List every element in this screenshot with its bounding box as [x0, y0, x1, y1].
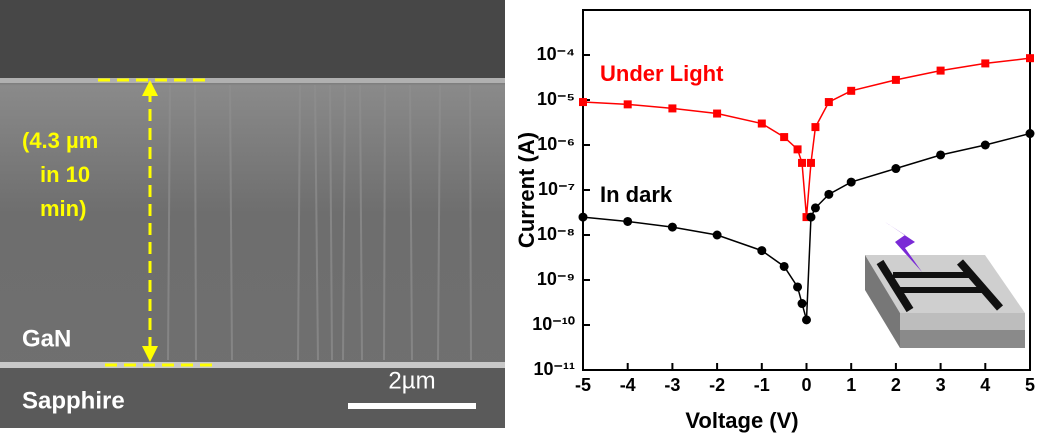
- marker: [757, 246, 766, 255]
- marker: [579, 98, 587, 106]
- marker: [758, 120, 766, 128]
- sem-surface: [0, 78, 505, 83]
- scale-bar: [348, 403, 476, 409]
- y-tick-label: 10⁻⁴: [537, 44, 575, 64]
- thickness-label: min): [40, 196, 86, 221]
- marker: [981, 59, 989, 67]
- layer-label: Sapphire: [22, 387, 125, 414]
- marker: [981, 141, 990, 150]
- x-tick-label: 4: [980, 375, 990, 395]
- marker: [847, 178, 856, 187]
- marker: [847, 87, 855, 95]
- marker: [891, 164, 900, 173]
- marker: [713, 231, 722, 240]
- marker: [668, 223, 677, 232]
- y-tick-label: 10⁻¹¹: [533, 359, 575, 379]
- marker: [780, 262, 789, 271]
- y-tick-label: 10⁻⁷: [538, 179, 575, 199]
- marker: [798, 299, 807, 308]
- marker: [1026, 129, 1035, 138]
- x-tick-label: 5: [1025, 375, 1035, 395]
- marker: [811, 203, 820, 212]
- y-tick-label: 10⁻⁸: [537, 224, 575, 244]
- marker: [892, 76, 900, 84]
- x-axis-label: Voltage (V): [685, 408, 798, 433]
- marker: [624, 100, 632, 108]
- sem-image: (4.3 µm in 10 min) GaN Sapphire 2µm: [0, 0, 505, 428]
- marker: [1026, 54, 1034, 62]
- marker: [936, 150, 945, 159]
- sem-top: [0, 0, 505, 80]
- marker: [937, 67, 945, 75]
- marker: [811, 123, 819, 131]
- y-tick-label: 10⁻¹⁰: [532, 314, 575, 334]
- x-tick-label: 0: [801, 375, 811, 395]
- y-tick-label: 10⁻⁹: [537, 269, 575, 289]
- marker: [623, 217, 632, 226]
- x-tick-label: -5: [575, 375, 591, 395]
- figure: (4.3 µm in 10 min) GaN Sapphire 2µm Volt…: [0, 0, 1037, 442]
- inset-device: [865, 222, 1025, 348]
- scale-bar-label: 2µm: [388, 367, 435, 394]
- marker: [824, 190, 833, 199]
- x-tick-label: 1: [846, 375, 856, 395]
- marker: [825, 98, 833, 106]
- x-tick-label: -2: [709, 375, 725, 395]
- marker: [668, 104, 676, 112]
- marker: [793, 282, 802, 291]
- marker: [794, 145, 802, 153]
- y-tick-label: 10⁻⁵: [537, 89, 575, 109]
- marker: [798, 159, 806, 167]
- marker: [579, 213, 588, 222]
- thickness-label: in 10: [40, 162, 90, 187]
- series-label: Under Light: [600, 61, 724, 86]
- x-tick-label: -4: [620, 375, 636, 395]
- marker: [807, 159, 815, 167]
- x-tick-label: 3: [936, 375, 946, 395]
- x-tick-label: -1: [754, 375, 770, 395]
- marker: [806, 213, 815, 222]
- y-tick-label: 10⁻⁶: [537, 134, 575, 154]
- x-tick-label: 2: [891, 375, 901, 395]
- x-tick-label: -3: [664, 375, 680, 395]
- marker: [713, 110, 721, 118]
- marker: [780, 133, 788, 141]
- layer-label: GaN: [22, 325, 71, 352]
- thickness-label: (4.3 µm: [22, 128, 98, 153]
- marker: [802, 315, 811, 324]
- y-axis-label: Current (A): [514, 132, 539, 248]
- series-label: In dark: [600, 182, 673, 207]
